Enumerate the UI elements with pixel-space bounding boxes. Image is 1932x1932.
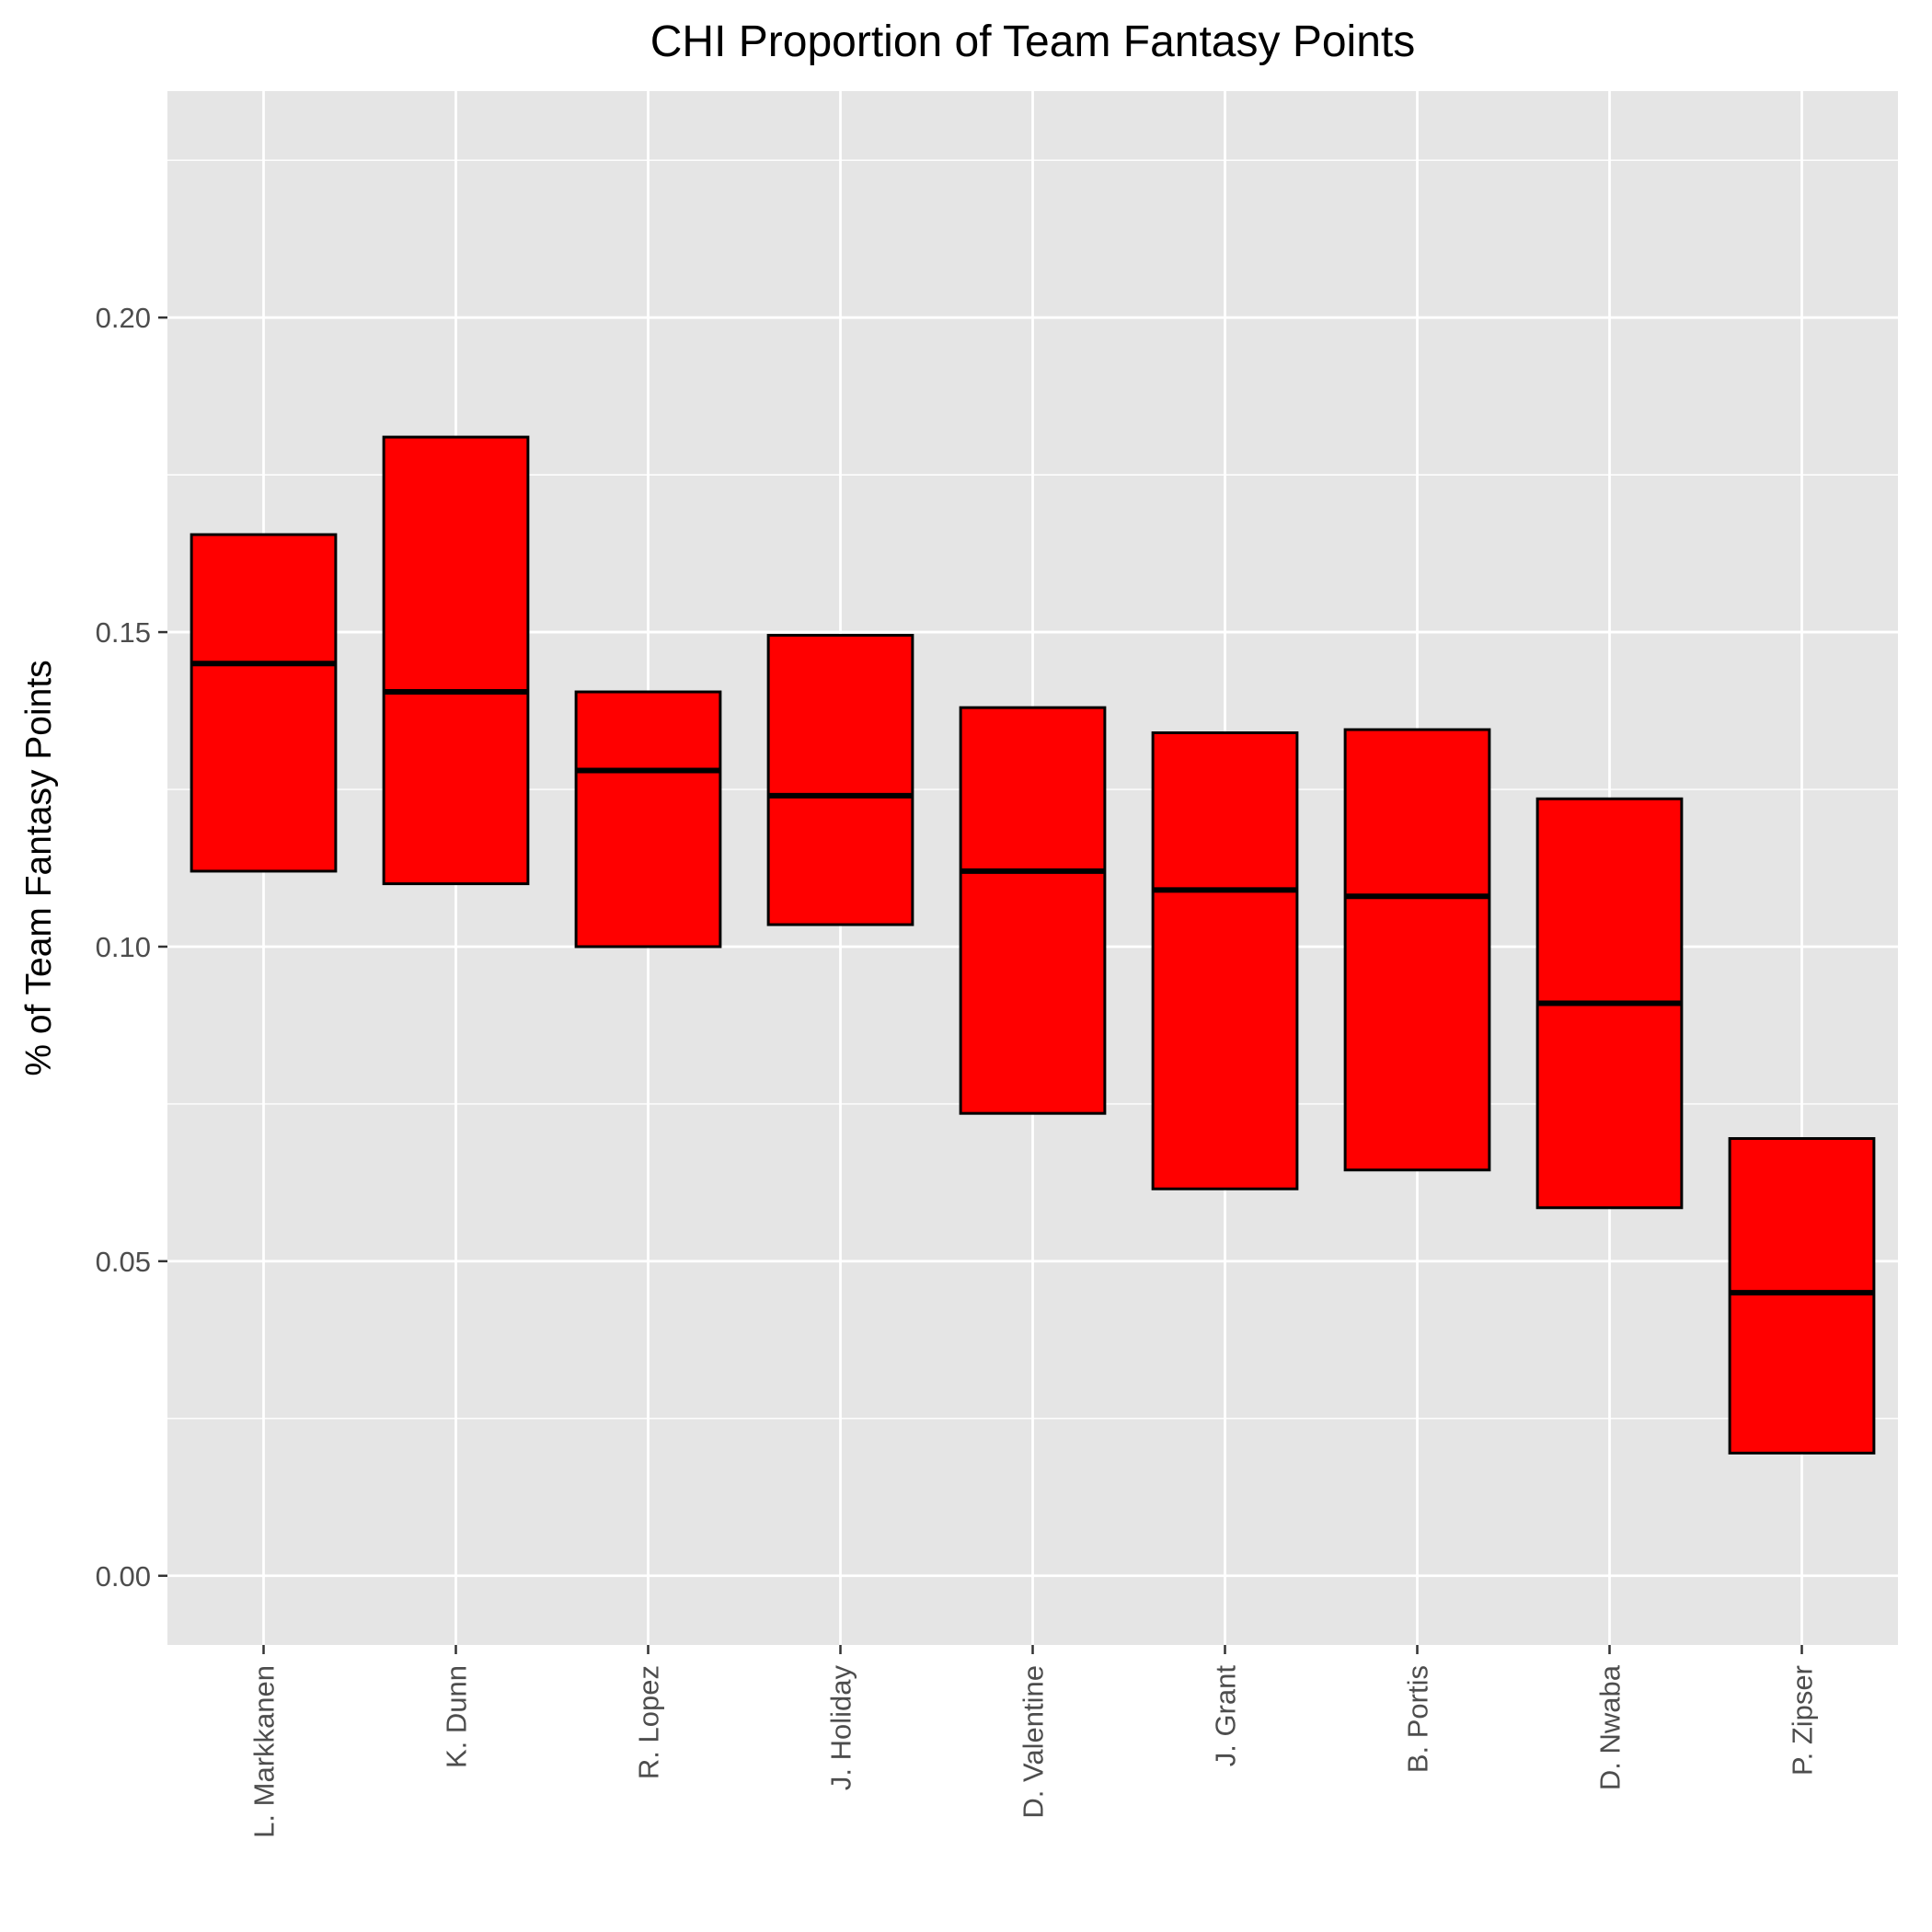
chart-title: CHI Proportion of Team Fantasy Points [650,17,1416,66]
box-8 [1728,1137,1876,1455]
y-tick-label: 0.05 [96,1246,151,1278]
box-3 [766,633,914,926]
box-2 [574,690,722,949]
box-7 [1535,797,1684,1210]
y-tick-label: 0.10 [96,931,151,963]
box-0 [190,533,338,873]
box-4 [959,706,1107,1115]
box-body [1151,730,1299,1190]
box-body [382,435,530,886]
y-axis-title: % of Team Fantasy Points [19,660,59,1075]
box-body [574,690,722,949]
box-5 [1151,730,1299,1190]
x-tick-label: R. Lopez [633,1665,665,1779]
y-tick-label: 0.00 [96,1560,151,1593]
x-tick-label: K. Dunn [441,1665,473,1768]
box-body [190,533,338,873]
x-tick-label: D. Nwaba [1594,1664,1627,1790]
x-tick-label: L. Markkanen [248,1665,281,1838]
x-tick-label: J. Grant [1210,1665,1242,1767]
x-tick-label: P. Zipser [1787,1665,1819,1776]
box-body [959,706,1107,1115]
y-tick-label: 0.15 [96,616,151,649]
x-tick-label: J. Holiday [825,1665,857,1791]
box-1 [382,435,530,886]
box-body [1728,1137,1876,1455]
box-series [190,435,1876,1455]
x-tick-label: D. Valentine [1018,1665,1050,1819]
y-tick-label: 0.20 [96,302,151,334]
box-6 [1343,728,1491,1172]
box-body [766,633,914,926]
x-tick-label: B. Portis [1402,1665,1434,1773]
box-body [1343,728,1491,1172]
axes: 0.00 0.05 0.10 0.15 0.20 L. Markkanen K. Dunn R… [96,302,1819,1838]
